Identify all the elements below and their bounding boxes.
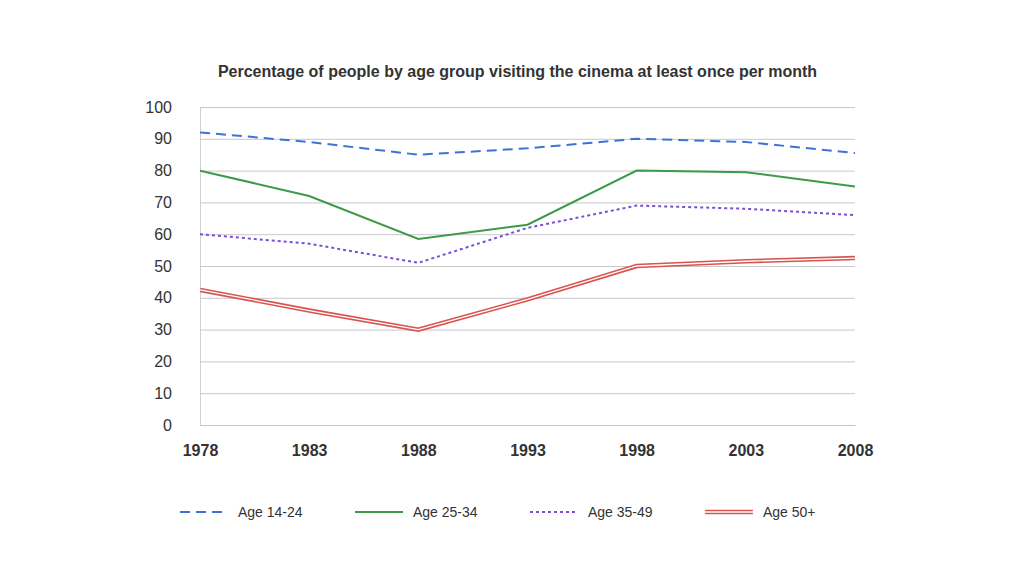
series-line (200, 258, 855, 330)
x-tick: 1998 (619, 425, 655, 459)
x-tick-label: 1978 (183, 442, 219, 459)
legend: Age 14-24 Age 25-34 Age 35-49 Age 50+ (180, 504, 816, 520)
legend-swatch-inner (705, 511, 753, 512)
x-tick-label: 2003 (729, 442, 765, 459)
series-line (200, 171, 855, 239)
lines (200, 132, 855, 329)
legend-swatch (705, 510, 753, 515)
grid-line (200, 171, 855, 172)
plot: 0102030405060708090100197819831988199319… (145, 99, 873, 460)
legend-label: Age 50+ (763, 504, 816, 520)
legend-entry: Age 50+ (705, 504, 816, 520)
grid-line (200, 393, 855, 394)
series-line (200, 132, 855, 154)
y-tick-label: 50 (154, 258, 172, 275)
y-tick-label: 30 (154, 321, 172, 338)
x-tick-label: 1993 (510, 442, 546, 459)
y-tick-label: 70 (154, 194, 172, 211)
grid-line (200, 425, 855, 426)
y-tick-label: 100 (145, 99, 172, 116)
x-axis: 1978 1983 1988 1993 1998 2003 2008 (183, 425, 874, 459)
x-tick-label: 2008 (838, 442, 874, 459)
legend-swatch (180, 511, 228, 513)
grid-line (200, 266, 855, 267)
y-tick-label: 80 (154, 162, 172, 179)
y-tick-label: 20 (154, 353, 172, 370)
legend-swatch (530, 511, 578, 513)
y-tick: 30 (154, 321, 855, 338)
x-tick-label: 1983 (292, 442, 328, 459)
y-tick-label: 0 (163, 417, 172, 434)
y-tick-label: 40 (154, 289, 172, 306)
grid-line (200, 234, 855, 235)
series-line (200, 206, 855, 263)
y-tick-label: 90 (154, 130, 172, 147)
series-line-inner (200, 258, 855, 330)
legend-entry: Age 14-24 (180, 504, 303, 520)
chart: Percentage of people by age group visiti… (0, 0, 1024, 585)
title: Percentage of people by age group visiti… (218, 63, 817, 80)
grid-line (200, 139, 855, 140)
grid-line (200, 107, 855, 108)
y-axis: 0 10 20 30 40 50 60 70 80 90 100 (145, 99, 855, 434)
x-tick: 1983 (292, 425, 328, 459)
y-tick: 0 (163, 417, 855, 434)
y-tick-label: 10 (154, 385, 172, 402)
y-tick-label: 60 (154, 226, 172, 243)
y-tick: 80 (154, 162, 855, 179)
legend-label: Age 35-49 (588, 504, 653, 520)
x-tick-label: 1988 (401, 442, 437, 459)
y-axis-line (201, 108, 856, 426)
x-tick: 2008 (838, 425, 874, 459)
x-tick: 1993 (510, 425, 546, 459)
legend-swatch (355, 511, 403, 513)
legend-label: Age 14-24 (238, 504, 303, 520)
x-axis-line (201, 425, 856, 426)
x-tick-label: 1998 (619, 442, 655, 459)
x-tick: 1988 (401, 425, 437, 459)
x-tick: 1978 (183, 425, 219, 459)
legend-label: Age 25-34 (413, 504, 478, 520)
legend-entry: Age 35-49 (530, 504, 653, 520)
y-tick: 90 (154, 130, 855, 147)
y-tick: 100 (145, 99, 855, 116)
legend-entry: Age 25-34 (355, 504, 478, 520)
grid-line (200, 330, 855, 331)
grid-line (200, 361, 855, 362)
y-tick: 20 (154, 353, 855, 370)
x-tick: 2003 (729, 425, 765, 459)
y-tick: 10 (154, 385, 855, 402)
grid-line (200, 202, 855, 203)
